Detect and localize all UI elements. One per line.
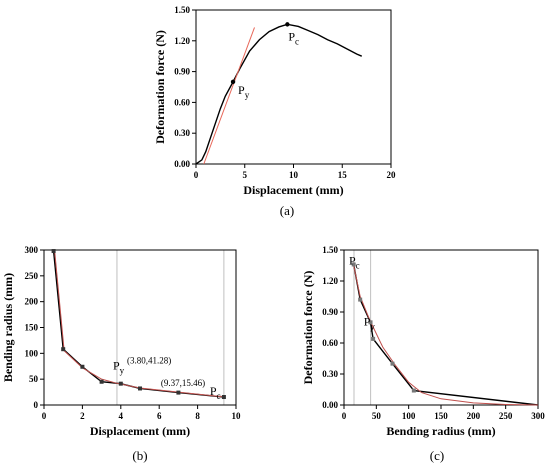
x-tick-label: 10 (232, 411, 242, 421)
data-marker (221, 395, 226, 400)
key-point-marker (285, 22, 290, 27)
point-letter: P (113, 359, 120, 373)
series-line (52, 250, 224, 398)
x-tick-label: 300 (531, 411, 545, 421)
series-line (203, 27, 255, 165)
x-tick-label: 150 (434, 411, 448, 421)
point-label: Py (238, 83, 250, 100)
y-tick-label: 0.00 (174, 159, 190, 169)
series-line (54, 249, 223, 398)
y-tick-label: 0.30 (322, 369, 338, 379)
x-tick-label: 250 (499, 411, 513, 421)
x-tick-label: 6 (157, 411, 162, 421)
y-tick-label: 50 (29, 374, 39, 384)
y-tick-label: 1.20 (322, 276, 338, 286)
series-line (352, 262, 539, 406)
panel-label: (b) (132, 448, 147, 463)
point-label: Pc (210, 384, 221, 401)
x-tick-label: 200 (467, 411, 481, 421)
x-tick-label: 0 (342, 411, 347, 421)
series-line (353, 264, 539, 406)
x-tick-label: 2 (80, 411, 85, 421)
data-marker (138, 386, 142, 391)
x-tick-label: 8 (195, 411, 200, 421)
data-marker (176, 390, 181, 395)
y-tick-label: 1.50 (174, 5, 190, 15)
data-marker (51, 249, 56, 254)
panel-label: (c) (430, 448, 444, 463)
x-tick-label: 100 (402, 411, 416, 421)
y-axis-label: Deformation force (N) (153, 30, 167, 144)
x-axis-label: Displacement (mm) (90, 424, 190, 438)
y-tick-label: 100 (25, 348, 39, 358)
x-tick-label: 0 (194, 170, 199, 180)
point-coordinate: (9.37,15.46) (161, 378, 205, 388)
data-marker (390, 361, 395, 366)
y-tick-label: 0.90 (322, 307, 338, 317)
y-axis-label: Deformation force (N) (301, 271, 315, 385)
point-subscript: c (356, 260, 360, 270)
x-axis-label: Bending radius (mm) (386, 424, 495, 438)
x-tick-label: 5 (243, 170, 248, 180)
y-tick-label: 0 (34, 400, 39, 410)
x-axis-label: Displacement (mm) (243, 183, 343, 197)
data-marker (351, 262, 356, 267)
y-tick-label: 200 (25, 297, 39, 307)
point-label: Pc (288, 29, 299, 46)
point-letter: P (210, 384, 217, 398)
x-tick-label: 0 (42, 411, 47, 421)
point-subscript: y (245, 90, 250, 100)
point-letter: P (349, 253, 356, 267)
chart-a: 0 5 10 15 20 0.00 0.30 0.60 0.90 1.20 1.50 Displace… (153, 5, 396, 218)
point-coordinate: (3.80,41.28) (127, 356, 171, 366)
point-label: Py (364, 314, 376, 331)
point-letter: P (288, 29, 295, 43)
chart-c: 0 50 100 150 200 250 300 0.00 0.30 0.60 0.90 1.20 1.… (301, 245, 545, 463)
point-label: Py (113, 359, 125, 376)
data-marker (61, 347, 66, 352)
y-axis-label: Bending radius (mm) (1, 273, 15, 382)
point-subscript: y (370, 321, 375, 331)
series-line (195, 23, 363, 165)
y-tick-label: 0.00 (322, 400, 338, 410)
x-tick-label: 20 (387, 170, 397, 180)
data-marker (411, 388, 416, 393)
data-marker (118, 381, 123, 386)
x-tick-label: 4 (119, 411, 124, 421)
point-subscript: c (295, 36, 299, 46)
point-label: Pc (349, 253, 360, 270)
data-marker (371, 336, 376, 341)
x-tick-label: 10 (289, 170, 299, 180)
axes-frame (43, 249, 237, 406)
y-tick-label: 0.90 (174, 67, 190, 77)
x-tick-label: 15 (338, 170, 348, 180)
key-point-marker (230, 79, 236, 85)
y-tick-label: 300 (25, 245, 39, 255)
y-tick-label: 150 (25, 323, 39, 333)
y-tick-label: 0.30 (174, 128, 190, 138)
x-tick-label: 50 (372, 411, 382, 421)
point-subscript: c (217, 391, 221, 401)
data-marker (358, 297, 363, 302)
data-marker (368, 320, 373, 325)
y-tick-label: 250 (25, 271, 39, 281)
data-marker (80, 364, 85, 369)
y-tick-label: 0.60 (174, 97, 190, 107)
y-tick-label: 1.50 (322, 245, 338, 255)
y-tick-label: 1.20 (174, 36, 190, 46)
panel-label: (a) (280, 203, 294, 218)
point-subscript: y (120, 366, 125, 376)
data-marker (99, 379, 104, 384)
y-tick-label: 0.60 (322, 338, 338, 348)
point-letter: P (238, 83, 245, 97)
point-letter: P (364, 314, 371, 328)
